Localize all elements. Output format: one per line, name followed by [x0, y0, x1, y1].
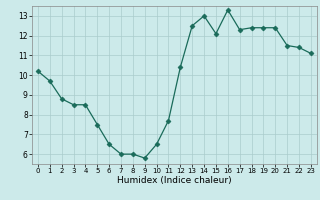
X-axis label: Humidex (Indice chaleur): Humidex (Indice chaleur)	[117, 176, 232, 185]
